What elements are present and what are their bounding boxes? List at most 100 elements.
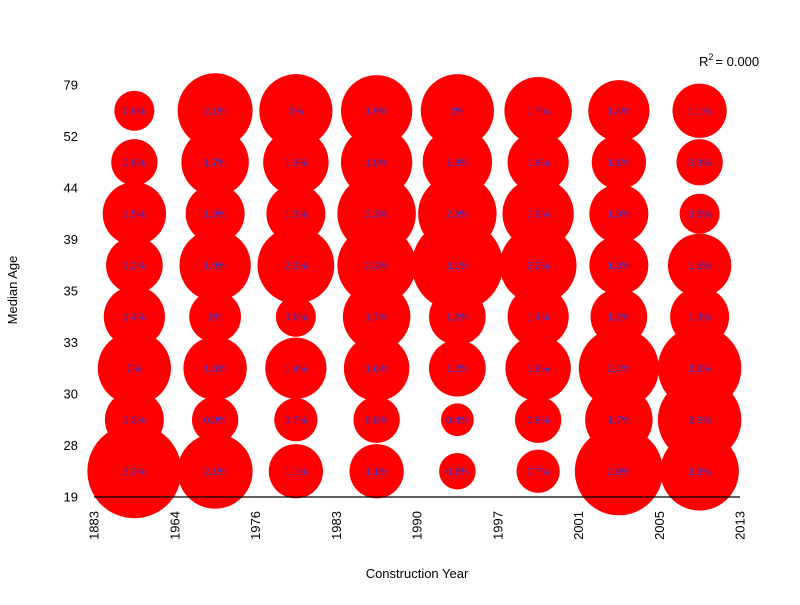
y-tick-label: 19 xyxy=(64,490,78,505)
bubble-value-label: 0.8% xyxy=(123,158,146,169)
bubble-value-label: 2.9% xyxy=(607,467,630,478)
bubble xyxy=(111,139,158,186)
bubble xyxy=(420,74,494,148)
x-tick-label: 1997 xyxy=(490,511,505,540)
bubble-value-label: 1.1% xyxy=(365,467,388,478)
bubble xyxy=(670,287,730,347)
bubble xyxy=(589,235,649,295)
bubble-value-label: 1.1% xyxy=(607,158,630,169)
bubble-value-label: 1.7% xyxy=(607,415,630,426)
y-tick-label: 28 xyxy=(64,438,78,453)
bubble xyxy=(667,233,732,297)
bubble-value-label: 1.2% xyxy=(446,312,469,323)
bubble-value-label: 1.1% xyxy=(284,467,307,478)
bubble xyxy=(516,449,560,493)
bubble xyxy=(502,178,574,250)
bubble xyxy=(97,331,171,405)
bubble xyxy=(657,326,742,410)
bubble-value-label: 2.1% xyxy=(204,467,227,478)
bubble-value-label: 0.5% xyxy=(446,467,469,478)
bubble-value-label: 0.8% xyxy=(688,158,711,169)
bubble xyxy=(507,286,569,348)
bubble-value-label: 3.1% xyxy=(446,261,469,272)
bubble-value-label: 1.2% xyxy=(607,312,630,323)
bubble-value-label: 2.1% xyxy=(204,106,227,117)
bubble-value-label: 1.8% xyxy=(446,158,469,169)
x-tick-label: 2013 xyxy=(733,511,748,540)
bubble xyxy=(578,328,659,409)
bubble xyxy=(441,403,474,437)
bubble xyxy=(259,74,333,148)
bubble-value-label: 1.3% xyxy=(204,209,227,220)
x-tick-label: 1976 xyxy=(248,511,263,540)
bubble-value-label: 2% xyxy=(450,106,465,117)
bubble xyxy=(591,135,647,190)
bubble-value-label: 1.3% xyxy=(284,209,307,220)
bubble xyxy=(439,452,476,490)
bubble-value-label: 1.4% xyxy=(123,312,146,323)
bubble xyxy=(504,77,572,145)
bubble-value-label: 1.3% xyxy=(607,261,630,272)
bubble xyxy=(343,335,410,401)
bubble xyxy=(676,139,723,186)
bubble-value-label: 2.2% xyxy=(527,261,550,272)
bubble xyxy=(177,73,253,149)
bubble-value-label: 1.4% xyxy=(527,312,550,323)
bubble-value-label: 1.7% xyxy=(365,312,388,323)
bubble-value-label: 1.6% xyxy=(365,364,388,375)
y-axis-title: Median Age xyxy=(5,256,20,325)
bubble xyxy=(177,433,253,509)
bubble-value-label: 1.3% xyxy=(607,209,630,220)
x-tick-label: 1983 xyxy=(329,511,344,540)
bubble xyxy=(499,226,577,304)
bubble xyxy=(340,75,413,147)
bubble-value-label: 3.3% xyxy=(123,467,146,478)
bubble-value-label: 1.7% xyxy=(204,158,227,169)
y-tick-label: 30 xyxy=(64,387,78,402)
bubble-value-label: 2.3% xyxy=(688,467,711,478)
bubble xyxy=(87,424,182,519)
y-tick-label: 44 xyxy=(64,181,78,196)
bubble-value-label: 0.8% xyxy=(365,415,388,426)
y-tick-label: 52 xyxy=(64,129,78,144)
r-squared-superscript: 2 xyxy=(708,52,713,62)
x-tick-label: 2005 xyxy=(652,511,667,540)
bubble-value-label: 0.4% xyxy=(446,415,469,426)
bubble-value-label: 1.5% xyxy=(123,209,146,220)
bubble xyxy=(104,390,164,450)
bubble xyxy=(179,229,251,301)
bubble-value-label: 1.7% xyxy=(527,106,550,117)
bubble xyxy=(429,339,486,397)
bubble-value-label: 0.6% xyxy=(688,209,711,220)
bubble-value-label: 1.4% xyxy=(527,158,550,169)
bubble-value-label: 1% xyxy=(208,312,223,323)
bubble-value-label: 0.7% xyxy=(284,415,307,426)
bubble-value-label: 1.3% xyxy=(123,415,146,426)
bubble-label-layer: 3.3% 2.1% 1.1% 1.1% 0.5% 0.7% 2.9% 2.3% 1.3% 0.8%… xyxy=(123,106,711,478)
bubble-value-label: 2% xyxy=(127,364,142,375)
x-tick-label: 1964 xyxy=(167,511,182,540)
bubble-value-label: 1.5% xyxy=(688,261,711,272)
bubble-value-label: 2.3% xyxy=(365,261,388,272)
x-tick-label: 1990 xyxy=(410,511,425,540)
bubble xyxy=(189,290,241,343)
y-tick-label: 35 xyxy=(64,284,78,299)
bubble xyxy=(574,427,663,516)
bubble xyxy=(263,129,329,195)
bubble-value-label: 0.8% xyxy=(204,415,227,426)
bubble xyxy=(268,444,324,499)
bubble xyxy=(588,80,650,142)
bubble-value-label: 0.7% xyxy=(527,467,550,478)
r-squared-annotation: R2 = 0.000 xyxy=(699,52,759,69)
bubble-value-label: 2.3% xyxy=(365,209,388,220)
bubble-value-label: 1.4% xyxy=(607,106,630,117)
bubble xyxy=(340,126,413,198)
y-tick-label: 33 xyxy=(64,335,78,350)
bubble-value-label: 1.5% xyxy=(204,364,227,375)
bubble xyxy=(257,226,335,304)
bubble xyxy=(505,335,571,401)
bubble xyxy=(337,174,416,253)
bubble-value-label: 1.2% xyxy=(446,364,469,375)
bubble xyxy=(589,184,649,244)
